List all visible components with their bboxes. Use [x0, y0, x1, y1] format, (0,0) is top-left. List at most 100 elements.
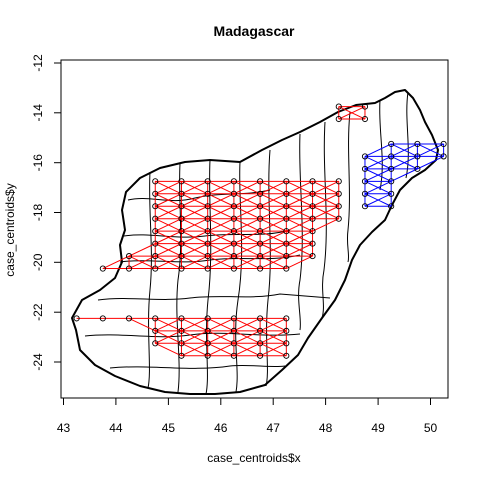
neighbor-edge: [181, 342, 208, 357]
centroid-points: [73, 103, 447, 359]
centroid-point: [257, 190, 264, 197]
centroid-point: [230, 228, 237, 235]
neighbor-edge: [181, 230, 208, 245]
neighbor-edge: [312, 205, 339, 220]
centroid-point: [204, 240, 211, 247]
centroid-point: [125, 265, 133, 272]
centroid-point: [230, 215, 237, 222]
neighbor-edge: [155, 180, 182, 195]
neighbor-edge: [181, 218, 208, 232]
neighbor-edge: [417, 143, 444, 157]
neighbor-edge: [155, 317, 182, 332]
centroid-point: [178, 240, 185, 247]
x-tick-label: 49: [371, 421, 385, 435]
neighbor-edge: [233, 243, 261, 257]
neighbor-edge: [312, 180, 339, 195]
chart-title: Madagascar: [214, 23, 295, 39]
neighbor-edge: [259, 330, 287, 344]
neighbor-edge: [181, 243, 208, 257]
neighbor-edge: [233, 193, 261, 207]
centroid-point: [440, 140, 447, 147]
centroid-point: [125, 315, 133, 322]
centroid-point: [152, 190, 159, 197]
neighbor-edge: [390, 143, 418, 157]
neighbor-edge: [181, 330, 208, 344]
neighbor-edge: [286, 180, 313, 195]
y-tick-label: -16: [31, 154, 45, 172]
centroid-point: [388, 203, 395, 210]
centroid-point: [388, 178, 395, 185]
centroid-point: [283, 253, 290, 260]
neighbor-edge: [181, 255, 208, 270]
neighbor-edge: [102, 255, 130, 270]
centroid-point: [361, 178, 369, 185]
centroid-point: [178, 190, 185, 197]
x-tick-label: 43: [57, 421, 71, 435]
centroid-point: [152, 340, 159, 347]
centroid-point: [230, 203, 237, 210]
centroid-point: [204, 203, 211, 210]
neighbor-edge: [155, 330, 182, 344]
centroid-point: [230, 190, 237, 197]
centroid-point: [152, 315, 159, 322]
centroid-point: [309, 203, 316, 210]
centroid-point: [257, 215, 264, 222]
centroid-point: [230, 265, 237, 272]
neighbor-edge: [181, 193, 208, 207]
centroid-point: [283, 228, 290, 235]
centroid-point: [361, 203, 369, 210]
centroid-point: [257, 178, 264, 185]
y-tick-label: -22: [31, 303, 45, 321]
centroid-point: [388, 153, 395, 160]
y-axis-label: case_centroids$y: [3, 183, 17, 276]
centroid-point: [204, 265, 211, 272]
centroid-point: [204, 190, 211, 197]
centroid-point: [414, 165, 421, 172]
centroid-point: [309, 228, 316, 235]
neighbor-edge: [259, 342, 287, 357]
neighbor-edge: [233, 330, 261, 344]
neighbor-edge: [286, 205, 313, 220]
x-tick-label: 46: [214, 421, 228, 435]
centroid-point: [257, 253, 264, 260]
neighbor-edge: [155, 193, 182, 207]
centroid-point: [283, 265, 290, 272]
neighbor-edge: [233, 255, 261, 270]
neighbor-edge: [181, 317, 208, 332]
centroid-point: [204, 253, 211, 260]
neighbor-edge: [207, 243, 235, 257]
neighbor-edge: [207, 330, 235, 344]
neighbor-edge: [364, 168, 392, 182]
neighbor-edge: [259, 230, 287, 245]
centroid-point: [152, 253, 159, 260]
centroid-point: [283, 190, 290, 197]
centroid-point: [152, 265, 159, 272]
centroid-point: [178, 315, 185, 322]
y-tick-label: -12: [31, 54, 45, 72]
neighbor-edge: [286, 243, 313, 257]
neighbor-edge: [233, 218, 261, 232]
neighbor-edge: [259, 317, 287, 332]
centroid-point: [283, 240, 290, 247]
neighbor-edge: [259, 218, 287, 232]
neighbor-edge: [207, 193, 235, 207]
centroid-point: [178, 352, 185, 359]
neighbor-edge: [390, 168, 418, 182]
x-tick-label: 48: [319, 421, 333, 435]
neighbor-edge: [312, 218, 339, 232]
centroid-point: [178, 253, 185, 260]
centroid-point: [152, 240, 159, 247]
centroid-point: [309, 240, 316, 247]
centroid-point: [309, 190, 316, 197]
centroid-point: [361, 190, 369, 197]
neighbor-edge: [181, 205, 208, 220]
map-outline: [71, 89, 439, 395]
centroid-point: [361, 153, 369, 160]
centroid-point: [257, 352, 264, 359]
neighbor-edge: [390, 155, 418, 170]
centroid-point: [204, 340, 211, 347]
centroid-point: [152, 178, 159, 185]
neighbor-edge: [259, 243, 287, 257]
centroid-point: [204, 327, 211, 334]
centroid-point: [257, 228, 264, 235]
